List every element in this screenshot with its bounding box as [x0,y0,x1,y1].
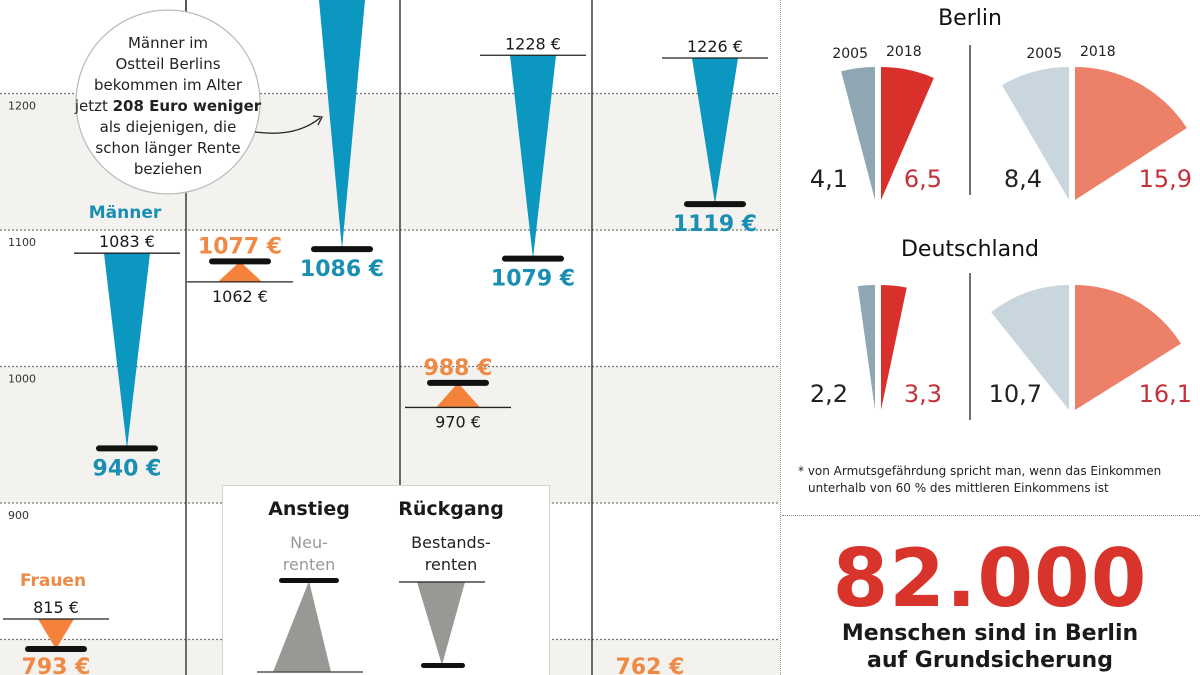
value-label-2005: 10,7 [989,380,1042,408]
women-change-triangle [218,261,262,282]
women-to-label: 988 € [424,356,493,381]
footnote: * von Armutsgefährdung spricht man, wenn… [798,463,1198,497]
highlight-caption-line: Menschen sind in Berlin [841,621,1139,646]
women-to-bar [25,646,87,653]
highlight-caption-line: auf Grundsicherung [867,648,1113,673]
right-panel-divider [780,0,781,675]
legend-fall-triangle [417,582,465,665]
women-from-label: 815 € [33,598,79,617]
women-to-bar [209,258,271,265]
callout-circle [75,9,261,195]
callout-arrow [254,117,321,134]
callout-line: Männer im [128,34,208,52]
callout-bubble: Männer im Ostteil Berlins bekommen im Al… [74,0,323,195]
women-change-triangle [38,619,74,650]
women-from-label: 970 € [435,412,481,431]
men-to-bar [684,201,746,208]
men-to-bar [96,445,158,452]
women-to-bar [427,379,489,386]
callout-line: schon länger Rente [95,139,240,157]
men-change-triangle [319,0,365,250]
men-to-bar [502,255,564,262]
value-label-2018: 15,9 [1139,165,1192,193]
legend-fall-bar [421,663,465,668]
women-to-label: 762 € [616,655,685,675]
women-to-label: 1077 € [198,234,282,259]
men-change-triangle [692,58,738,205]
legend-rise-title: Anstieg [268,498,350,520]
men-from-label: 1083 € [99,232,155,251]
highlight-number: 82.000 [832,532,1148,625]
y-tick-label: 1100 [8,236,36,249]
men-from-label: 1226 € [687,37,743,56]
women-change-triangle [436,382,480,408]
sector-2005 [991,285,1069,410]
poverty-sector-chart: Berlin 4,1 6,5 2005 2018 8,4 15,9 2005 2018 Deuts… [810,6,1192,420]
sector-2018 [1075,67,1187,200]
sector-2018 [881,67,934,200]
value-label-2005: 4,1 [810,165,848,193]
callout-line: bekommen im Alter [94,76,243,94]
y-tick-label: 900 [8,509,29,522]
footnote-line: unterhalb von 60 % des mittleren Einkomm… [808,481,1109,495]
men-to-label: 1119 € [673,212,757,237]
men-to-label: 940 € [93,456,162,481]
legend-rise-sub: renten [282,555,336,574]
men-to-bar [311,246,373,253]
series-label-women: Frauen [20,571,86,591]
value-label-2005: 8,4 [1004,165,1042,193]
year-label: 2018 [1080,44,1116,60]
legend-box: Anstieg Rückgang Neu- renten Bestands- r… [222,485,550,675]
legend-fall-sub: renten [424,555,478,574]
men-change-triangle [510,55,556,259]
year-label: 2005 [1026,46,1062,62]
legend-rise-triangle [273,581,331,672]
sector-2018 [1075,285,1181,410]
background-band [0,366,780,503]
footnote-line: * von Armutsgefährdung spricht man, wenn… [798,464,1162,478]
year-label: 2005 [832,46,868,62]
sector-2018 [881,285,907,410]
region-title: Deutschland [901,237,1039,262]
value-label-2018: 16,1 [1139,380,1192,408]
callout-line: beziehen [134,160,202,178]
men-from-label: 1228 € [505,34,561,53]
legend-fall-sub: Bestands- [411,533,491,552]
series-label-men: Männer [89,203,162,223]
y-tick-label: 1000 [8,373,36,386]
men-to-label: 1086 € [300,257,384,282]
value-label-2018: 6,5 [904,165,942,193]
value-label-2018: 3,3 [904,380,942,408]
men-to-label: 1079 € [491,267,575,292]
value-label-2005: 2,2 [810,380,848,408]
year-label: 2018 [886,44,922,60]
highlight-caption: Menschen sind in Berlin auf Grundsicheru… [780,620,1200,674]
legend-rise-sub: Neu- [290,533,328,552]
callout-line: jetzt 208 Euro weniger [74,97,262,115]
section-divider [782,515,1200,516]
arrow-head-icon [312,115,323,126]
legend-rise-bar [279,578,339,583]
women-from-label: 1062 € [212,287,268,306]
region-title: Berlin [938,6,1002,31]
women-to-label: 793 € [22,655,91,675]
sector-2005 [857,285,875,410]
men-change-triangle [104,253,150,449]
sector-2005 [1002,67,1069,200]
y-tick-label: 1200 [8,100,36,113]
callout-line: als diejenigen, die [100,118,237,136]
callout-line: Ostteil Berlins [115,55,220,73]
sector-2005 [841,67,875,200]
legend-fall-title: Rückgang [398,498,504,520]
